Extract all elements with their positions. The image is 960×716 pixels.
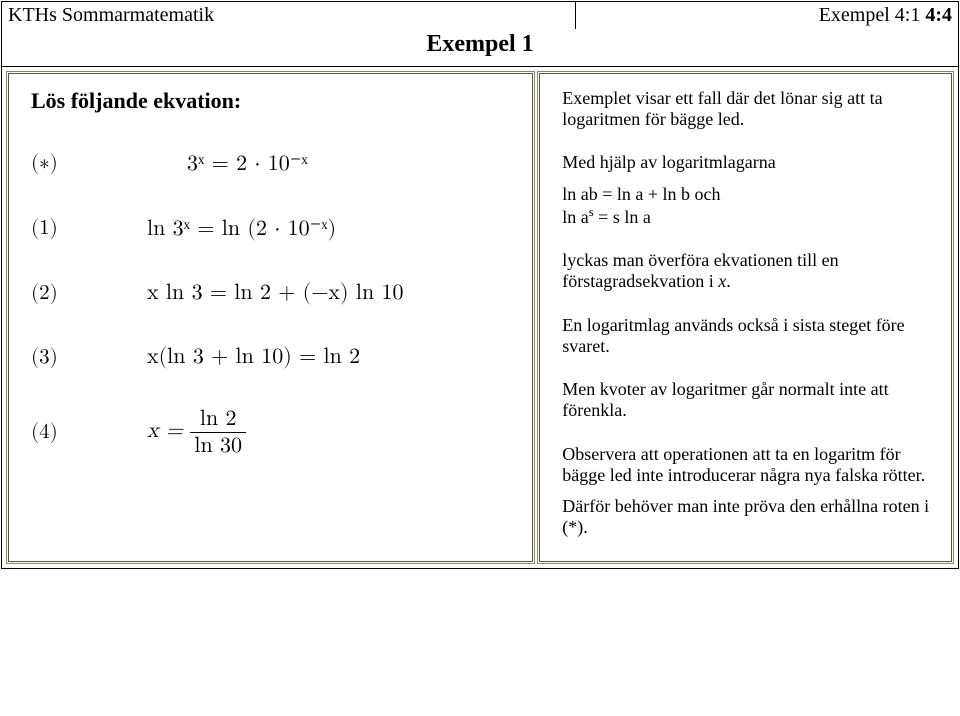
prompt: Lös följande ekvation:: [31, 88, 514, 114]
eq3-body: x(ln 3 + ln 10) = ln 2: [87, 344, 514, 370]
left-column: Lös följande ekvation: (∗) 3ˣ = 2 · 10⁻ˣ…: [8, 73, 533, 562]
eq4-numerator: ln 2: [190, 408, 246, 433]
eq2-label: (2): [31, 281, 87, 306]
rule-line-1: ln ab = ln a + ln b och: [562, 184, 720, 204]
equation-2: (2) x ln 3 = ln 2 + (−x) ln 10: [31, 280, 514, 306]
explain-p1: Exemplet visar ett fall där det lönar si…: [562, 88, 933, 130]
eq4-fraction: ln 2ln 30: [190, 408, 246, 457]
explain-p2: Med hjälp av logaritmlagarna: [562, 152, 933, 173]
equation-star: (∗) 3ˣ = 2 · 10⁻ˣ: [31, 150, 514, 177]
eq4-body: x = ln 2ln 30: [87, 408, 514, 457]
eq3-label: (3): [31, 345, 87, 370]
rule-line-2-pre: ln a: [562, 207, 589, 227]
header-table: KTHs Sommarmatematik Exempel 4:1 4:4: [2, 2, 958, 29]
eq-star-label: (∗): [31, 151, 87, 176]
eq1-label: (1): [31, 216, 87, 241]
header-right: Exempel 4:1 4:4: [576, 2, 958, 29]
eq-star-body: 3ˣ = 2 · 10⁻ˣ: [87, 150, 514, 177]
eq2-body: x ln 3 = ln 2 + (−x) ln 10: [87, 280, 514, 306]
log-rules: ln ab = ln a + ln b och ln as = s ln a: [562, 184, 933, 228]
eq4-denominator: ln 30: [190, 433, 246, 457]
eq4-prefix: x =: [147, 420, 190, 442]
rule-line-2-post: = s ln a: [594, 207, 651, 227]
header: KTHs Sommarmatematik Exempel 4:1 4:4 Exe…: [2, 2, 958, 67]
p3b: .: [726, 271, 731, 291]
header-right-bold: 4:4: [925, 4, 952, 26]
page-title: Exempel 1: [2, 29, 958, 66]
explain-p4: En logaritmlag används också i sista ste…: [562, 315, 933, 357]
eq4-label: (4): [31, 420, 87, 445]
equation-3: (3) x(ln 3 + ln 10) = ln 2: [31, 344, 514, 370]
header-left: KTHs Sommarmatematik: [2, 2, 576, 29]
body-table: Lös följande ekvation: (∗) 3ˣ = 2 · 10⁻ˣ…: [2, 67, 958, 568]
body: Lös följande ekvation: (∗) 3ˣ = 2 · 10⁻ˣ…: [2, 67, 958, 568]
p3a: lyckas man överföra ekvationen till en f…: [562, 250, 838, 291]
equation-4: (4) x = ln 2ln 30: [31, 408, 514, 457]
explain-p3: lyckas man överföra ekvationen till en f…: [562, 250, 933, 292]
equation-1: (1) ln 3ˣ = ln (2 · 10⁻ˣ): [31, 215, 514, 242]
header-right-plain: Exempel 4:1: [819, 4, 926, 26]
right-column: Exemplet visar ett fall där det lönar si…: [539, 73, 952, 562]
eq1-body: ln 3ˣ = ln (2 · 10⁻ˣ): [87, 215, 514, 242]
explain-p7: Därför behöver man inte pröva den erhåll…: [562, 496, 933, 538]
explain-p5: Men kvoter av logaritmer går normalt int…: [562, 379, 933, 421]
page-frame: KTHs Sommarmatematik Exempel 4:1 4:4 Exe…: [1, 1, 959, 569]
explain-p6: Observera att operationen att ta en loga…: [562, 444, 933, 486]
